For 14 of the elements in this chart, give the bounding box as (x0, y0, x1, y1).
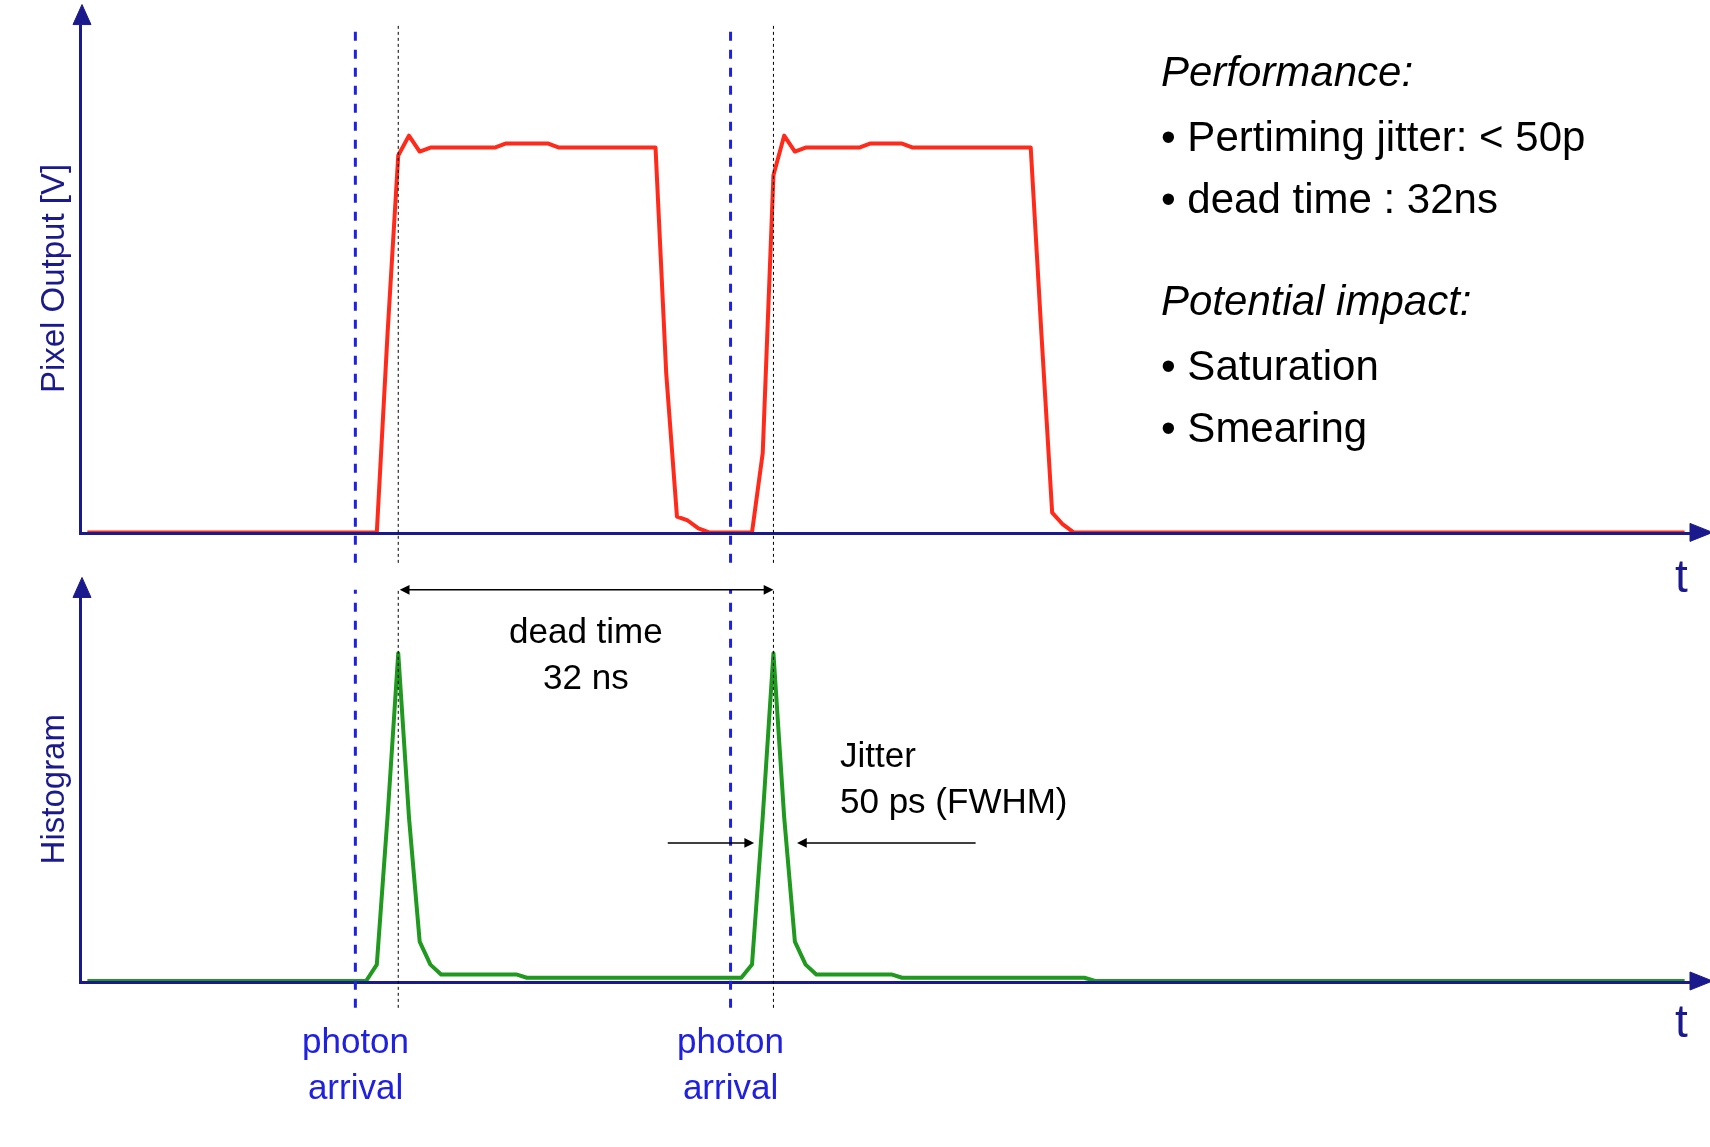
annotation: • Saturation (1161, 342, 1379, 389)
text: photon arrival (677, 1021, 785, 1106)
annotation: • Pertiming jitter: < 50p (1161, 113, 1586, 160)
text: photon arrival (302, 1021, 410, 1106)
text: Performance: (1161, 48, 1414, 95)
y-axis-title: Pixel Output [V] (33, 163, 71, 394)
annotation: • dead time : 32ns (1161, 175, 1498, 222)
x-axis-title: t (1675, 995, 1688, 1047)
annotation: dead time 32 ns (509, 611, 663, 696)
x-axis-title: t (1675, 550, 1688, 602)
y-axis-title: Histogram (33, 714, 71, 865)
annotation: • Smearing (1161, 404, 1368, 451)
annotation: Potential impact: (1161, 277, 1472, 324)
annotation: Jitter 50 ps (FWHM) (840, 735, 1068, 820)
